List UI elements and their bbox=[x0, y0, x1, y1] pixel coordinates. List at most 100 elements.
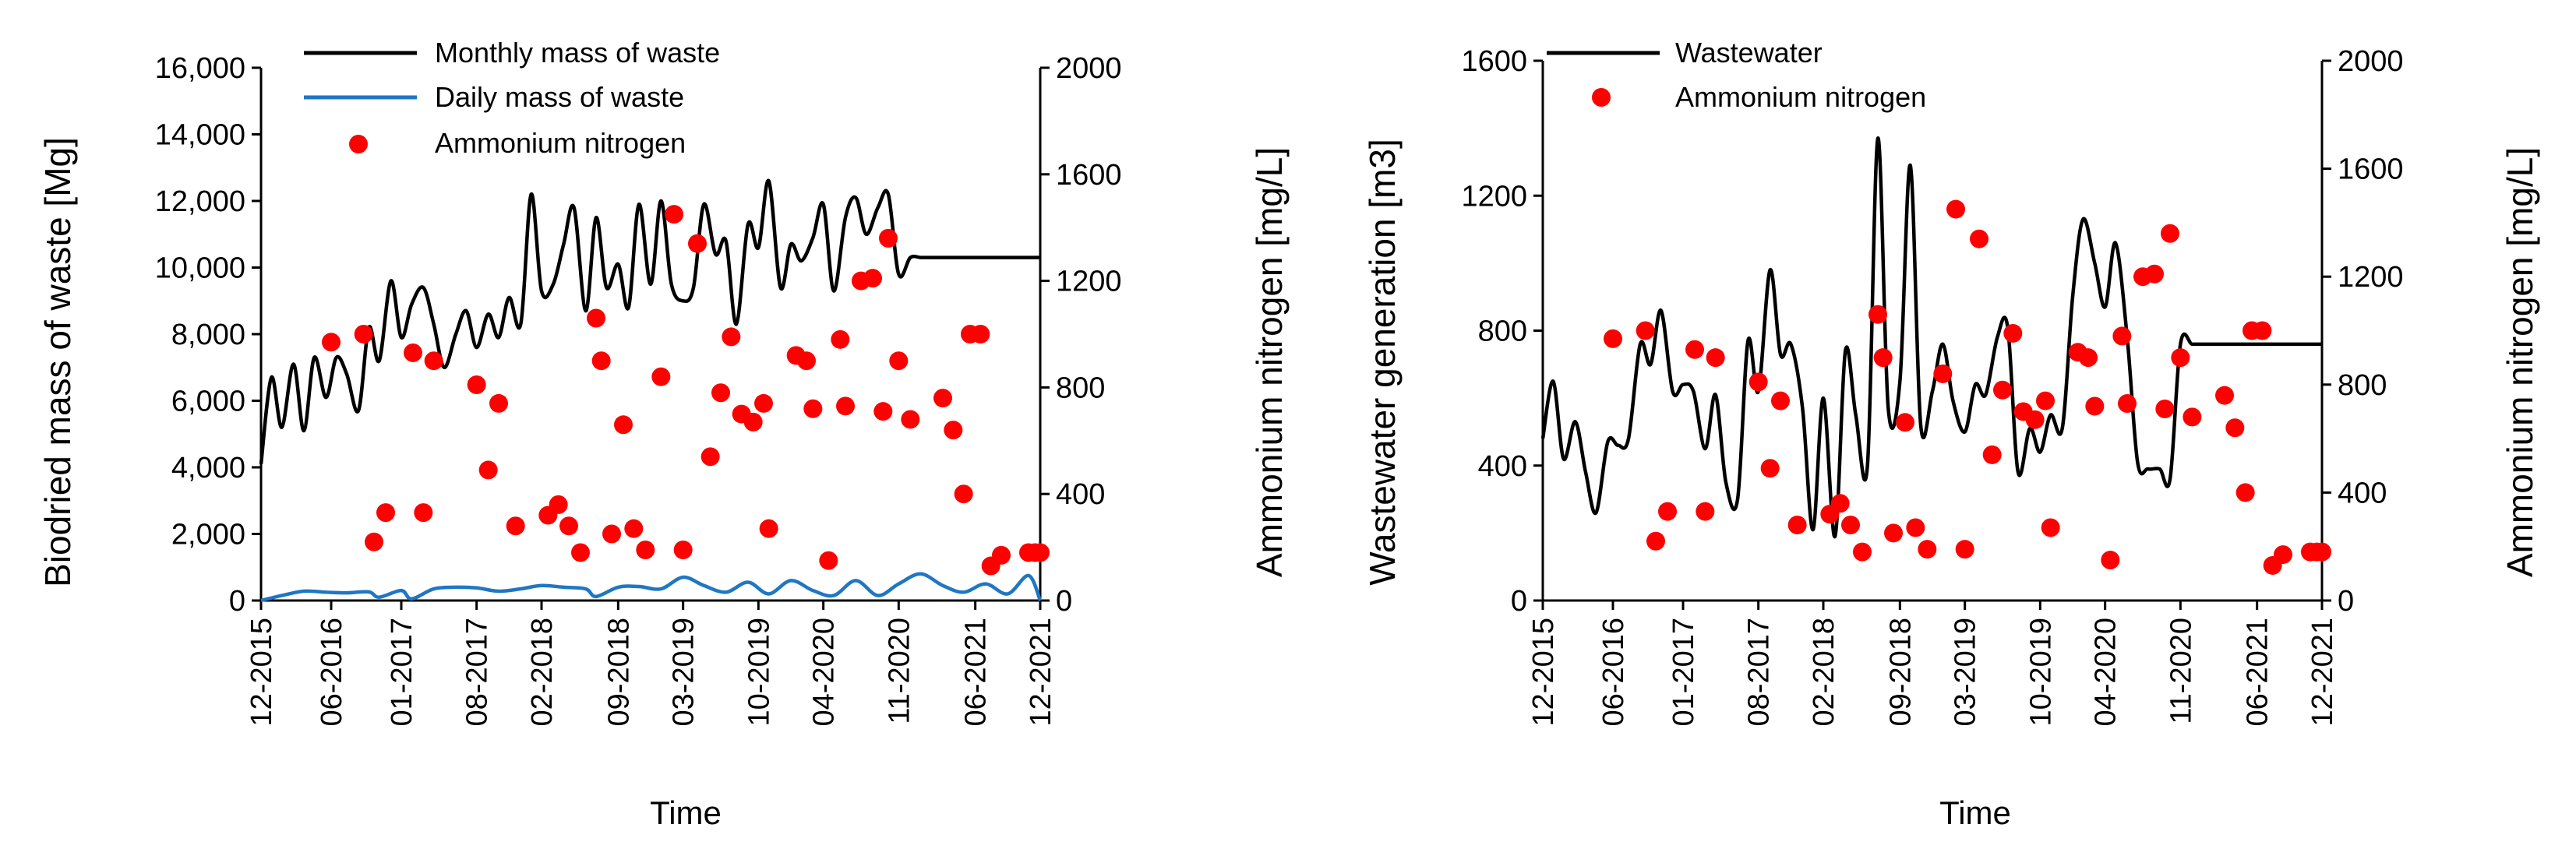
ammonium-nitrogen-point bbox=[944, 421, 963, 440]
ammonium-nitrogen-point bbox=[2112, 326, 2132, 346]
ammonium-nitrogen-point bbox=[2036, 391, 2055, 410]
x-tick-label: 12-2015 bbox=[245, 618, 278, 726]
ammonium-nitrogen-point bbox=[873, 402, 893, 421]
y-tick-label: 1600 bbox=[1461, 45, 1527, 78]
ammonium-nitrogen-point bbox=[2041, 518, 2060, 537]
ammonium-nitrogen-point bbox=[2235, 483, 2255, 502]
x-tick-label: 08-2017 bbox=[1743, 618, 1776, 726]
ammonium-nitrogen-point bbox=[1706, 348, 1725, 368]
legend-monthly-label: Monthly mass of waste bbox=[435, 37, 720, 69]
ammonium-nitrogen-point bbox=[2118, 394, 2137, 414]
daily-mass-of-waste-line bbox=[260, 572, 1043, 603]
ammonium-nitrogen-point bbox=[933, 389, 952, 408]
ammonium-nitrogen-point bbox=[1771, 391, 1790, 410]
ammonium-nitrogen-point bbox=[992, 545, 1011, 565]
ammonium-nitrogen-point bbox=[478, 460, 498, 480]
y-tick-label: 14,000 bbox=[155, 119, 245, 152]
ammonium-nitrogen-point bbox=[1787, 515, 1807, 534]
legend-right: Wastewater Ammonium nitrogen bbox=[1547, 37, 1926, 113]
ammonium-nitrogen-point bbox=[376, 503, 395, 523]
ammonium-nitrogen-point bbox=[1993, 380, 2012, 400]
y2-tick-label: 2000 bbox=[2338, 45, 2404, 78]
y2-tick-label: 2000 bbox=[1056, 52, 1122, 85]
ammonium-nitrogen-point bbox=[2003, 323, 2023, 343]
y2-tick-label: 1200 bbox=[2338, 261, 2404, 294]
y-tick-label: 8,000 bbox=[171, 319, 245, 351]
x-tick-label: 12-2021 bbox=[1025, 618, 1057, 726]
ammonium-nitrogen-point bbox=[571, 543, 590, 562]
x-tick-label: 06-2021 bbox=[960, 618, 993, 726]
ammonium-nitrogen-point bbox=[1031, 543, 1050, 562]
y-tick-label: 1200 bbox=[1461, 180, 1527, 213]
ammonium-nitrogen-point bbox=[700, 447, 720, 467]
ammonium-nitrogen-point bbox=[819, 551, 838, 570]
ammonium-nitrogen-point bbox=[1946, 199, 1965, 219]
y-tick-label: 800 bbox=[1478, 315, 1527, 348]
ammonium-nitrogen-point bbox=[1841, 515, 1860, 534]
y2-tick-label: 800 bbox=[2338, 369, 2387, 402]
y2-tick-label: 1200 bbox=[1056, 266, 1122, 298]
ammonium-nitrogen-point bbox=[1906, 518, 1925, 537]
monthly-mass-of-waste-line bbox=[259, 178, 1040, 464]
x-tick-label: 03-2019 bbox=[668, 618, 700, 726]
ammonium-nitrogen-point bbox=[879, 228, 898, 248]
y2-tick-label: 0 bbox=[2338, 585, 2354, 618]
ammonium-nitrogen-point bbox=[901, 410, 920, 429]
ammonium-nitrogen-point bbox=[424, 351, 443, 371]
ammonium-nitrogen-point bbox=[1955, 540, 1974, 559]
chart-right: Wastewater Ammonium nitrogen Wastewater … bbox=[1362, 37, 2540, 831]
ammonium-nitrogen-point bbox=[1873, 348, 1893, 368]
x-tick-label: 03-2019 bbox=[1950, 618, 1982, 726]
ammonium-nitrogen-point bbox=[722, 327, 741, 347]
x-tick-label: 10-2019 bbox=[743, 618, 775, 726]
ammonium-nitrogen-point bbox=[1970, 229, 1988, 248]
legend-wastewater-label: Wastewater bbox=[1675, 37, 1823, 69]
y-tick-label: 0 bbox=[1511, 585, 1527, 618]
y2-tick-label: 1600 bbox=[2338, 153, 2404, 186]
x-tick-label: 12-2021 bbox=[2306, 618, 2339, 726]
ammonium-nitrogen-point bbox=[1749, 372, 1768, 392]
x-tick-label: 06-2016 bbox=[1597, 618, 1630, 726]
y-axis-title-right: Wastewater generation [m3] bbox=[1362, 139, 1403, 586]
ammonium-nitrogen-point bbox=[665, 205, 683, 224]
x-tick-label: 04-2020 bbox=[2090, 618, 2123, 726]
y-tick-label: 400 bbox=[1478, 450, 1527, 483]
ammonium-nitrogen-point bbox=[559, 516, 578, 536]
x-axis-title-right: Time bbox=[1939, 794, 2011, 831]
ammonium-nitrogen-point bbox=[1658, 502, 1677, 521]
ammonium-nitrogen-point bbox=[636, 541, 655, 560]
y-axis-title-left: Biodried mass of waste [Mg] bbox=[37, 137, 78, 587]
chart-left: Monthly mass of waste Daily mass of wast… bbox=[37, 37, 1290, 831]
y-tick-label: 12,000 bbox=[155, 185, 245, 218]
ammonium-nitrogen-point bbox=[803, 399, 823, 418]
ammonium-nitrogen-point bbox=[322, 333, 341, 352]
legend-ammonium-marker-right bbox=[1592, 88, 1611, 107]
ammonium-nitrogen-point bbox=[754, 393, 773, 413]
ammonium-nitrogen-point bbox=[2101, 551, 2120, 570]
x-tick-label: 09-2018 bbox=[602, 618, 635, 726]
ammonium-nitrogen-point bbox=[1982, 445, 2002, 464]
ammonium-nitrogen-point bbox=[743, 412, 763, 432]
wastewater-line bbox=[1540, 136, 2322, 538]
ammonium-nitrogen-point bbox=[1868, 305, 1887, 324]
ammonium-nitrogen-point bbox=[1830, 494, 1850, 513]
ammonium-nitrogen-point bbox=[1604, 329, 1622, 348]
ammonium-nitrogen-point bbox=[2171, 348, 2190, 368]
x-axis-title-left: Time bbox=[650, 794, 722, 831]
ammonium-nitrogen-point bbox=[1646, 531, 1665, 551]
x-tick-label: 01-2017 bbox=[386, 618, 418, 726]
ammonium-nitrogen-point bbox=[2145, 264, 2164, 284]
y2-tick-label: 800 bbox=[1056, 372, 1105, 404]
y-tick-label: 6,000 bbox=[171, 386, 245, 418]
legend-ammonium-label-right: Ammonium nitrogen bbox=[1675, 81, 1926, 113]
ammonium-nitrogen-point bbox=[836, 396, 855, 416]
x-tick-label: 02-2018 bbox=[1808, 618, 1840, 726]
x-tick-label: 06-2021 bbox=[2242, 618, 2274, 726]
ammonium-nitrogen-point bbox=[889, 351, 909, 371]
x-tick-label: 10-2019 bbox=[2024, 618, 2057, 726]
ammonium-nitrogen-point bbox=[365, 532, 383, 551]
ammonium-nitrogen-point bbox=[591, 351, 611, 371]
y2-tick-label: 1600 bbox=[1056, 159, 1122, 192]
y-tick-label: 4,000 bbox=[171, 452, 245, 484]
ammonium-nitrogen-point bbox=[688, 234, 707, 253]
